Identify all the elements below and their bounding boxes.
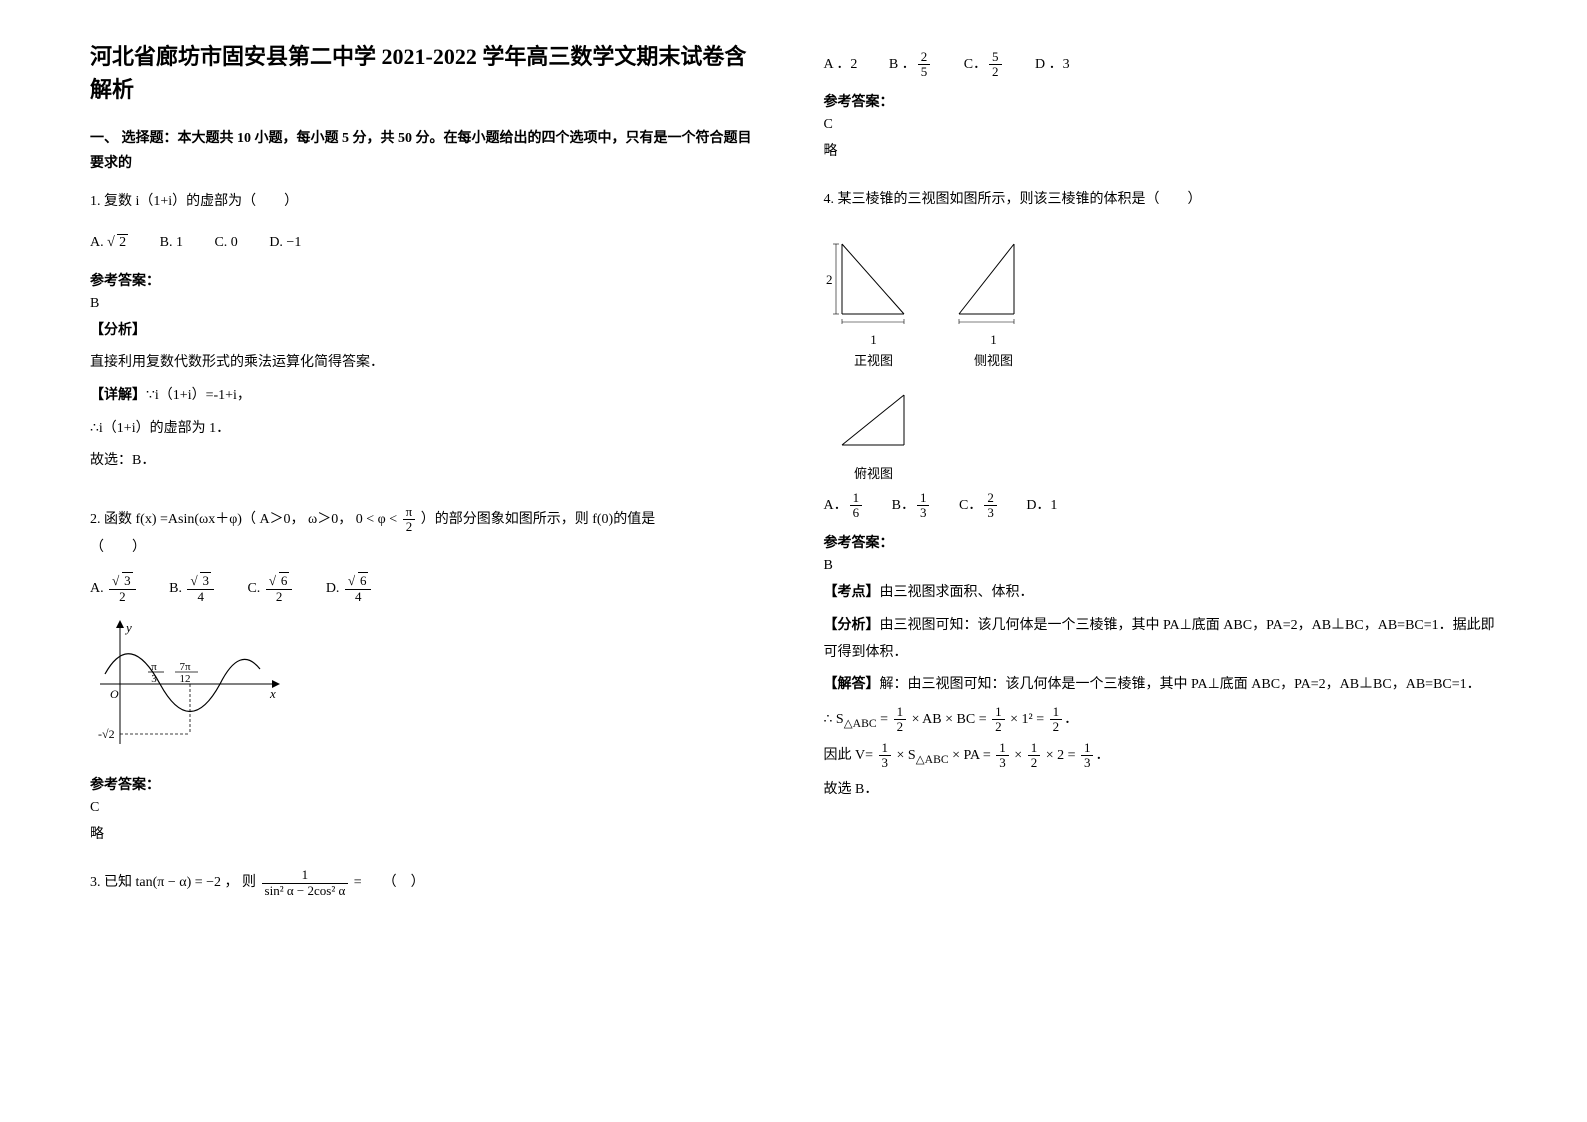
svg-text:12: 12 xyxy=(180,673,191,685)
q2-brief: 略 xyxy=(90,822,764,849)
q2-optA: A. 32 xyxy=(90,574,138,605)
section-heading: 一、 选择题：本大题共 10 小题，每小题 5 分，共 50 分。在每小题给出的… xyxy=(90,126,764,176)
svg-text:x: x xyxy=(269,686,276,701)
q2-ans: C xyxy=(90,800,764,816)
q2-options: A. 32 B. 34 C. 62 D. 64 xyxy=(90,574,764,605)
q4-ans-label: 参考答案： xyxy=(824,532,1498,552)
q4-optA: A．16 xyxy=(824,491,865,522)
svg-text:2: 2 xyxy=(826,272,833,287)
q1-detail1: 【详解】∵i（1+i）=-1+i， xyxy=(90,383,764,410)
q2-graph: y x O π 3 7π 12 -√2 xyxy=(90,614,290,764)
svg-text:π: π xyxy=(151,661,157,673)
q4-views: 2 1 正视图 xyxy=(824,226,1498,483)
q4-options: A．16 B．13 C．23 D．1 xyxy=(824,491,1498,522)
q1-detail2: ∴i（1+i）的虚部为 1． xyxy=(90,416,764,443)
q1-analysis-label: 【分析】 xyxy=(90,318,764,345)
svg-text:3: 3 xyxy=(151,673,157,685)
svg-text:-√2: -√2 xyxy=(98,727,115,741)
q1-analysis: 直接利用复数代数形式的乘法运算化简得答案． xyxy=(90,350,764,377)
q4-sol-b: ∴ S△ABC = 12 × AB × BC = 12 × 1² = 12． xyxy=(824,705,1498,735)
q1-optD: D. −1 xyxy=(269,228,301,259)
q1-ans: B xyxy=(90,296,764,312)
q3-optB: B ．25 xyxy=(889,50,932,81)
svg-text:y: y xyxy=(124,620,132,635)
q4-optD: D．1 xyxy=(1026,491,1057,522)
q2-stem: 2. 函数 f(x) =Asin(ωx＋φ)（ A＞0， ω＞0， 0 < φ … xyxy=(90,505,764,563)
q1-stem: 1. 复数 i（1+i）的虚部为（ ） xyxy=(90,188,764,216)
q3-optA: A ．2 xyxy=(824,50,858,81)
q4-sol-d: 故选 B． xyxy=(824,777,1498,804)
q4-optB: B．13 xyxy=(892,491,932,522)
svg-text:7π: 7π xyxy=(179,661,191,673)
q2-optD: D. 64 xyxy=(326,574,374,605)
q3-optD: D ．3 xyxy=(1035,50,1070,81)
q4-ans: B xyxy=(824,558,1498,574)
q1-options: A. 2 B. 1 C. 0 D. −1 xyxy=(90,228,764,259)
q1-optB: B. 1 xyxy=(160,228,183,259)
q3-stem: 3. 已知 tan(π − α) = −2 ， 则 1sin² α − 2cos… xyxy=(90,868,764,898)
q3-ans-label: 参考答案： xyxy=(824,91,1498,111)
q1-ans-label: 参考答案： xyxy=(90,270,764,290)
q4-an: 【分析】由三视图可知：该几何体是一个三棱锥，其中 PA⊥底面 ABC，PA=2，… xyxy=(824,613,1498,666)
right-column: A ．2 B ．25 C．52 D ．3 参考答案： C 略 4. 某三棱锥的三… xyxy=(824,40,1498,910)
front-view-icon: 2 xyxy=(824,234,924,324)
svg-text:O: O xyxy=(110,687,119,701)
q2-ans-label: 参考答案： xyxy=(90,774,764,794)
q3-brief: 略 xyxy=(824,139,1498,166)
q2-optC: C. 62 xyxy=(247,574,294,605)
q3-optC: C．52 xyxy=(964,50,1004,81)
q1-optC: C. 0 xyxy=(214,228,237,259)
top-view-icon xyxy=(824,385,924,455)
q4-sol-c: 因此 V= 13 × S△ABC × PA = 13 × 12 × 2 = 13… xyxy=(824,741,1498,771)
q4-stem: 4. 某三棱锥的三视图如图所示，则该三棱锥的体积是（ ） xyxy=(824,186,1498,214)
side-view-icon xyxy=(944,234,1044,324)
q4-optC: C．23 xyxy=(959,491,999,522)
page-title: 河北省廊坊市固安县第二中学 2021-2022 学年高三数学文期末试卷含解析 xyxy=(90,40,764,106)
left-column: 河北省廊坊市固安县第二中学 2021-2022 学年高三数学文期末试卷含解析 一… xyxy=(90,40,764,910)
q4-sol-a: 【解答】解：由三视图可知：该几何体是一个三棱锥，其中 PA⊥底面 ABC，PA=… xyxy=(824,672,1498,699)
q3-options: A ．2 B ．25 C．52 D ．3 xyxy=(824,50,1498,81)
q1-optA: A. 2 xyxy=(90,228,128,259)
q2-optB: B. 34 xyxy=(169,574,216,605)
q3-ans: C xyxy=(824,117,1498,133)
q1-detail3: 故选：B． xyxy=(90,448,764,475)
q4-kp: 【考点】由三视图求面积、体积． xyxy=(824,580,1498,607)
